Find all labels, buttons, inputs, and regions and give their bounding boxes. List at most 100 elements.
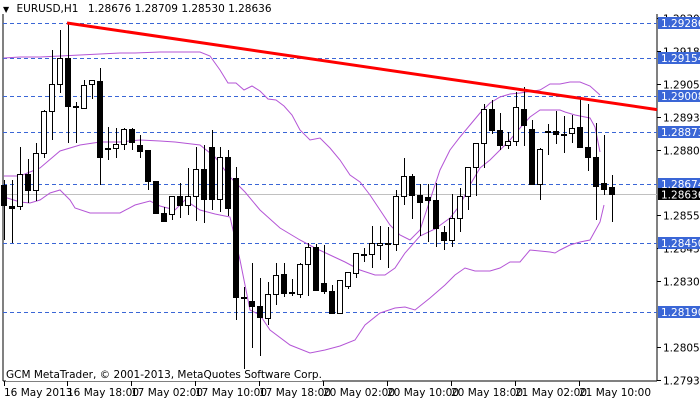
level-price-label-bg [658,90,700,102]
candle [337,280,343,314]
candle [529,120,535,185]
candle [409,174,415,219]
copyright-text: GCM MetaTrader, © 2001-2013, MetaQuotes … [6,369,322,381]
y-tick-label: 1.28055 [663,343,700,355]
candle [521,87,527,146]
candle [81,80,87,109]
level-price-label: 1.29008 [661,91,700,103]
candle [585,104,591,171]
candle [377,226,383,260]
candle [33,143,39,201]
candle [321,245,327,294]
candle [505,132,511,149]
candle [465,167,471,210]
level-price-label: 1.28873 [661,127,700,139]
candle [169,196,175,220]
level-price-label: 1.29286 [661,18,700,30]
candle [25,159,31,203]
candle [129,128,135,150]
candle [273,263,279,305]
level-price-label-bg [658,126,700,138]
candle [401,158,407,205]
candle [545,124,551,155]
candle [593,123,599,220]
x-tick-label: 20 May 02:00 [323,387,395,399]
x-tick-label: 20 May 18:00 [451,387,523,399]
candle [145,150,151,190]
candle [161,207,167,222]
x-tick-label: 21 May 02:00 [515,387,587,399]
candle [185,168,191,215]
candle [105,127,111,160]
candle [561,116,567,153]
candle [537,148,543,200]
bid-price-label-bg [658,188,700,200]
candle [41,110,47,158]
x-tick-label: 17 May 18:00 [259,387,331,399]
x-tick-label: 17 May 10:00 [195,387,267,399]
candle [265,282,271,325]
candle [553,111,559,144]
candle [193,147,199,221]
level-price-label-bg [658,237,700,249]
candle [137,135,143,158]
candle [385,227,391,268]
candle [209,130,215,210]
candle [313,244,319,291]
triangle-down-icon[interactable]: ▼ [3,5,10,14]
level-price-label: 1.29154 [661,53,700,65]
y-tick-label: 1.29055 [663,80,700,92]
x-tick-label: 17 May 02:00 [131,387,203,399]
candle [121,128,127,150]
candle [489,100,495,134]
candle [473,143,479,196]
candle [361,248,367,262]
candle [569,115,575,143]
candle [257,278,263,356]
level-price-label-bg [658,17,700,29]
level-price-label-bg [658,306,700,318]
candle [393,190,399,251]
candle [17,147,23,210]
candle [609,175,615,222]
candle [345,272,351,289]
x-tick-label: 20 May 10:00 [387,387,459,399]
candle [601,135,607,195]
bollinger-middle-band [4,109,601,276]
y-tick-label: 1.28805 [663,146,700,158]
candle [249,263,255,348]
candle [513,92,519,146]
candle [305,243,311,296]
candle [9,180,15,243]
candle [369,226,375,268]
candle [329,285,335,314]
chart-title: ▼ EURUSD,H1 1.28676 1.28709 1.28530 1.28… [3,3,272,15]
bollinger-upper-band [3,51,601,241]
y-tick-label: 1.28305 [663,277,700,289]
ohlc-label: 1.28676 1.28709 1.28530 1.28636 [87,3,272,15]
candle [433,183,439,247]
candle [417,184,423,236]
candle [65,23,71,143]
bid-price-label: 1.28636 [661,190,700,202]
level-price-label-bg [658,52,700,64]
candle [281,263,287,297]
candle [97,68,103,185]
candle [73,102,79,143]
candle [297,263,303,298]
x-tick-label: 21 May 10:00 [579,387,651,399]
level-price-label-bg [658,178,700,190]
candle [177,183,183,218]
y-tick-label: 1.28930 [663,113,700,125]
trendline[interactable] [66,21,658,112]
candle [289,279,295,296]
candle [353,253,359,278]
candle [153,181,159,214]
candle [225,150,231,216]
x-tick-label: 16 May 2013 [4,387,72,399]
candle [241,287,247,372]
candle [457,188,463,232]
candle [89,80,95,99]
